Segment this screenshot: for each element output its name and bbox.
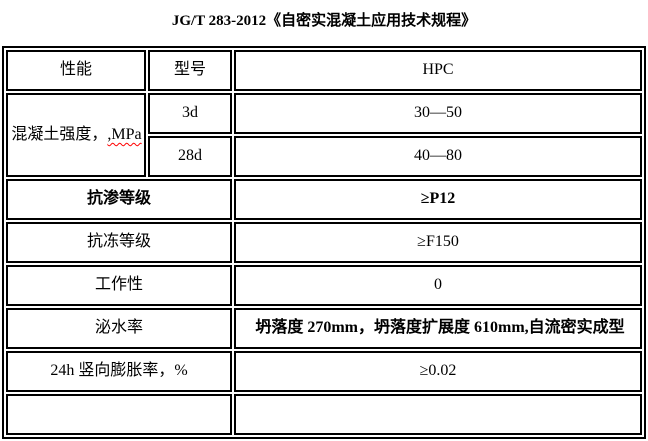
spec-table: 性能 型号 HPC 混凝土强度，,MPa 3d 30—50 28d 40—80 …	[2, 46, 646, 439]
table-row-header: 性能 型号 HPC	[6, 50, 642, 91]
table-row-partial	[6, 394, 642, 435]
bleeding-rate-label-cell: 泌水率	[6, 308, 232, 349]
strength-label-cell: 混凝土强度，,MPa	[6, 93, 146, 177]
document-title: JG/T 283-2012《自密实混凝土应用技术规程》	[171, 13, 477, 29]
table-row-strength-28d: 28d 40—80	[6, 136, 642, 177]
strength-label-text: 混凝土强度，	[11, 125, 108, 143]
header-cell-model: 型号	[148, 50, 232, 91]
bleeding-rate-value-cell: 坍落度 270mm，坍落度扩展度 610mm,自流密实成型	[234, 308, 642, 349]
expansion-rate-label-cell: 24h 竖向膨胀率，%	[6, 351, 232, 392]
workability-value-cell: 0	[234, 265, 642, 306]
strength-age-28d-cell: 28d	[148, 136, 232, 177]
workability-label-cell: 工作性	[6, 265, 232, 306]
strength-value-28d-cell: 40—80	[234, 136, 642, 177]
frost-resistance-label-cell: 抗冻等级	[6, 222, 232, 263]
header-cell-product: HPC	[234, 50, 642, 91]
table-row-impermeability: 抗渗等级 ≥P12	[6, 179, 642, 220]
table-row-workability: 工作性 0	[6, 265, 642, 306]
strength-age-3d-cell: 3d	[148, 93, 232, 134]
header-cell-performance: 性能	[6, 50, 146, 91]
strength-value-3d-cell: 30—50	[234, 93, 642, 134]
table-row-expansion-rate: 24h 竖向膨胀率，% ≥0.02	[6, 351, 642, 392]
strength-unit-misspelled-text: ,MPa	[107, 125, 142, 143]
impermeability-value-cell: ≥P12	[234, 179, 642, 220]
table-row-bleeding-rate: 泌水率 坍落度 270mm，坍落度扩展度 610mm,自流密实成型	[6, 308, 642, 349]
table-row-frost-resistance: 抗冻等级 ≥F150	[6, 222, 642, 263]
partial-value-cell	[234, 394, 642, 435]
impermeability-label-cell: 抗渗等级	[6, 179, 232, 220]
expansion-rate-value-cell: ≥0.02	[234, 351, 642, 392]
table-row-strength-3d: 混凝土强度，,MPa 3d 30—50	[6, 93, 642, 177]
partial-label-cell	[6, 394, 232, 435]
frost-resistance-value-cell: ≥F150	[234, 222, 642, 263]
